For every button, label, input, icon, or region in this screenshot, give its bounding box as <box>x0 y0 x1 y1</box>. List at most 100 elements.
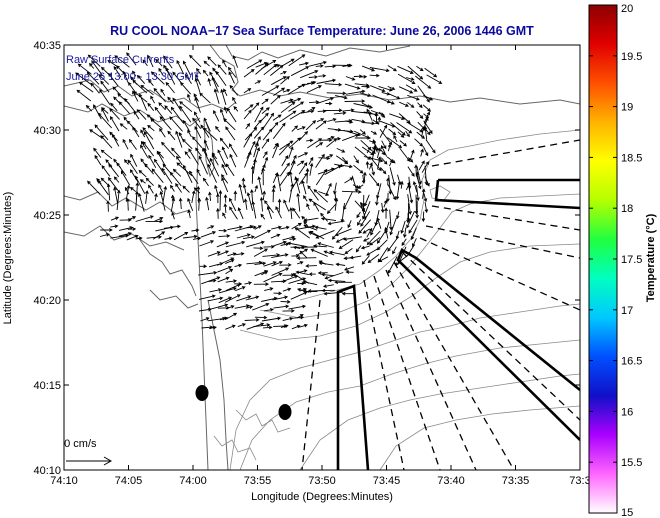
current-vector-arrow <box>376 147 382 159</box>
current-vector-arrow <box>132 79 148 94</box>
current-vector-arrow <box>342 133 360 142</box>
current-vector-arrow <box>290 66 310 77</box>
current-vector-arrow <box>423 193 428 203</box>
current-vector-arrow <box>175 183 182 193</box>
current-vector-arrow <box>297 152 309 158</box>
current-vector-arrow <box>264 156 269 166</box>
current-vector-arrow <box>380 202 385 214</box>
current-vector-arrow <box>225 259 235 265</box>
current-vector-arrow <box>201 276 221 285</box>
current-vector-arrow <box>218 286 237 294</box>
current-vector-arrow <box>207 225 215 229</box>
current-vector-arrow <box>399 140 408 147</box>
current-vector-arrow <box>288 54 306 67</box>
current-vector-arrow <box>171 211 175 220</box>
current-vector-arrow <box>395 211 400 220</box>
current-vector-arrow <box>297 281 306 286</box>
current-vector-arrow <box>207 77 212 87</box>
current-vector-arrow <box>273 304 290 309</box>
current-vector-arrow <box>416 111 424 120</box>
current-vector-arrow <box>128 138 137 150</box>
current-vector-arrow <box>384 207 388 219</box>
current-vector-arrow <box>409 149 415 160</box>
current-vector-arrow <box>252 302 270 311</box>
current-vector-arrow <box>172 168 182 177</box>
current-vector-arrow <box>405 130 410 138</box>
current-vector-arrow <box>118 231 133 237</box>
current-vector-arrow <box>222 212 227 219</box>
current-vector-arrow <box>227 252 237 257</box>
current-vector-arrow <box>217 276 230 283</box>
current-vector-arrow <box>316 78 337 84</box>
current-vector-arrow <box>342 157 349 165</box>
current-vector-arrow <box>124 186 130 195</box>
current-vector-arrow <box>424 67 438 78</box>
current-vector-arrow <box>225 283 241 292</box>
current-vector-arrow <box>176 155 183 166</box>
current-vector-arrow <box>318 261 334 266</box>
current-vector-arrow <box>140 129 146 138</box>
current-vector-arrow <box>156 150 166 166</box>
current-vector-arrow <box>155 58 163 67</box>
current-vector-arrow <box>275 206 282 219</box>
current-vector-arrow <box>228 71 235 84</box>
current-vector-arrow <box>138 93 148 111</box>
current-vector-arrow <box>218 228 228 233</box>
current-vector-arrow <box>360 211 371 227</box>
current-vector-arrow <box>424 202 429 214</box>
current-vector-arrow <box>298 61 310 66</box>
current-vector-arrow <box>351 118 366 124</box>
current-vector-arrow <box>289 110 306 120</box>
current-vector-arrow <box>217 149 227 168</box>
current-vector-arrow <box>379 128 393 146</box>
current-vector-arrow <box>187 209 191 219</box>
current-vector-arrow <box>127 216 137 221</box>
current-vector-arrow <box>333 182 337 195</box>
y-tick-label: 40:10 <box>33 465 61 477</box>
current-vector-arrow <box>87 54 101 67</box>
current-vector-arrow <box>370 85 386 93</box>
current-vector-arrow <box>278 143 291 156</box>
current-vector-arrow <box>147 54 154 68</box>
current-vector-arrow <box>234 263 243 268</box>
current-vector-arrow <box>182 119 190 131</box>
current-vector-arrow <box>387 184 396 201</box>
current-vector-arrow <box>324 82 343 87</box>
current-vector-arrow <box>376 217 382 229</box>
current-vector-arrow <box>225 240 246 248</box>
current-vector-arrow <box>421 188 426 199</box>
x-tick-label: 73:50 <box>308 475 336 487</box>
colorbar-tick-label: 17 <box>621 305 633 317</box>
current-vector-arrow <box>288 97 302 104</box>
current-vector-arrow <box>182 164 193 183</box>
current-vector-arrow <box>406 77 415 81</box>
current-vector-arrow <box>308 75 319 79</box>
current-vector-arrow <box>324 272 344 280</box>
current-vector-arrow <box>194 111 201 123</box>
current-vector-arrow <box>290 154 297 166</box>
buoy-marker <box>278 404 292 420</box>
map-title: RU COOL NOAA−17 Sea Surface Temperature:… <box>110 24 534 38</box>
current-vector-arrow <box>226 107 237 123</box>
current-vector-arrow <box>262 253 281 257</box>
current-vector-arrow <box>113 176 120 183</box>
current-vector-arrow <box>179 101 193 113</box>
current-vector-arrow <box>223 203 228 214</box>
current-vector-arrow <box>320 216 337 222</box>
current-vector-arrow <box>86 71 100 85</box>
current-vector-arrow <box>395 182 400 201</box>
current-vector-arrow <box>308 198 327 211</box>
colorbar-tick-label: 17.5 <box>621 254 642 266</box>
current-vector-arrow <box>297 126 306 131</box>
current-vector-arrow <box>420 148 424 157</box>
current-vector-arrow <box>242 183 247 194</box>
current-vector-arrow <box>217 265 233 273</box>
current-vector-arrow <box>161 141 176 158</box>
current-vector-arrow <box>106 183 111 201</box>
current-vector-arrow <box>272 143 279 159</box>
current-vector-arrow <box>282 88 291 93</box>
current-vector-arrow <box>359 129 366 135</box>
current-vector-arrow <box>153 87 166 103</box>
current-vector-arrow <box>202 69 209 77</box>
current-vector-arrow <box>253 126 265 139</box>
